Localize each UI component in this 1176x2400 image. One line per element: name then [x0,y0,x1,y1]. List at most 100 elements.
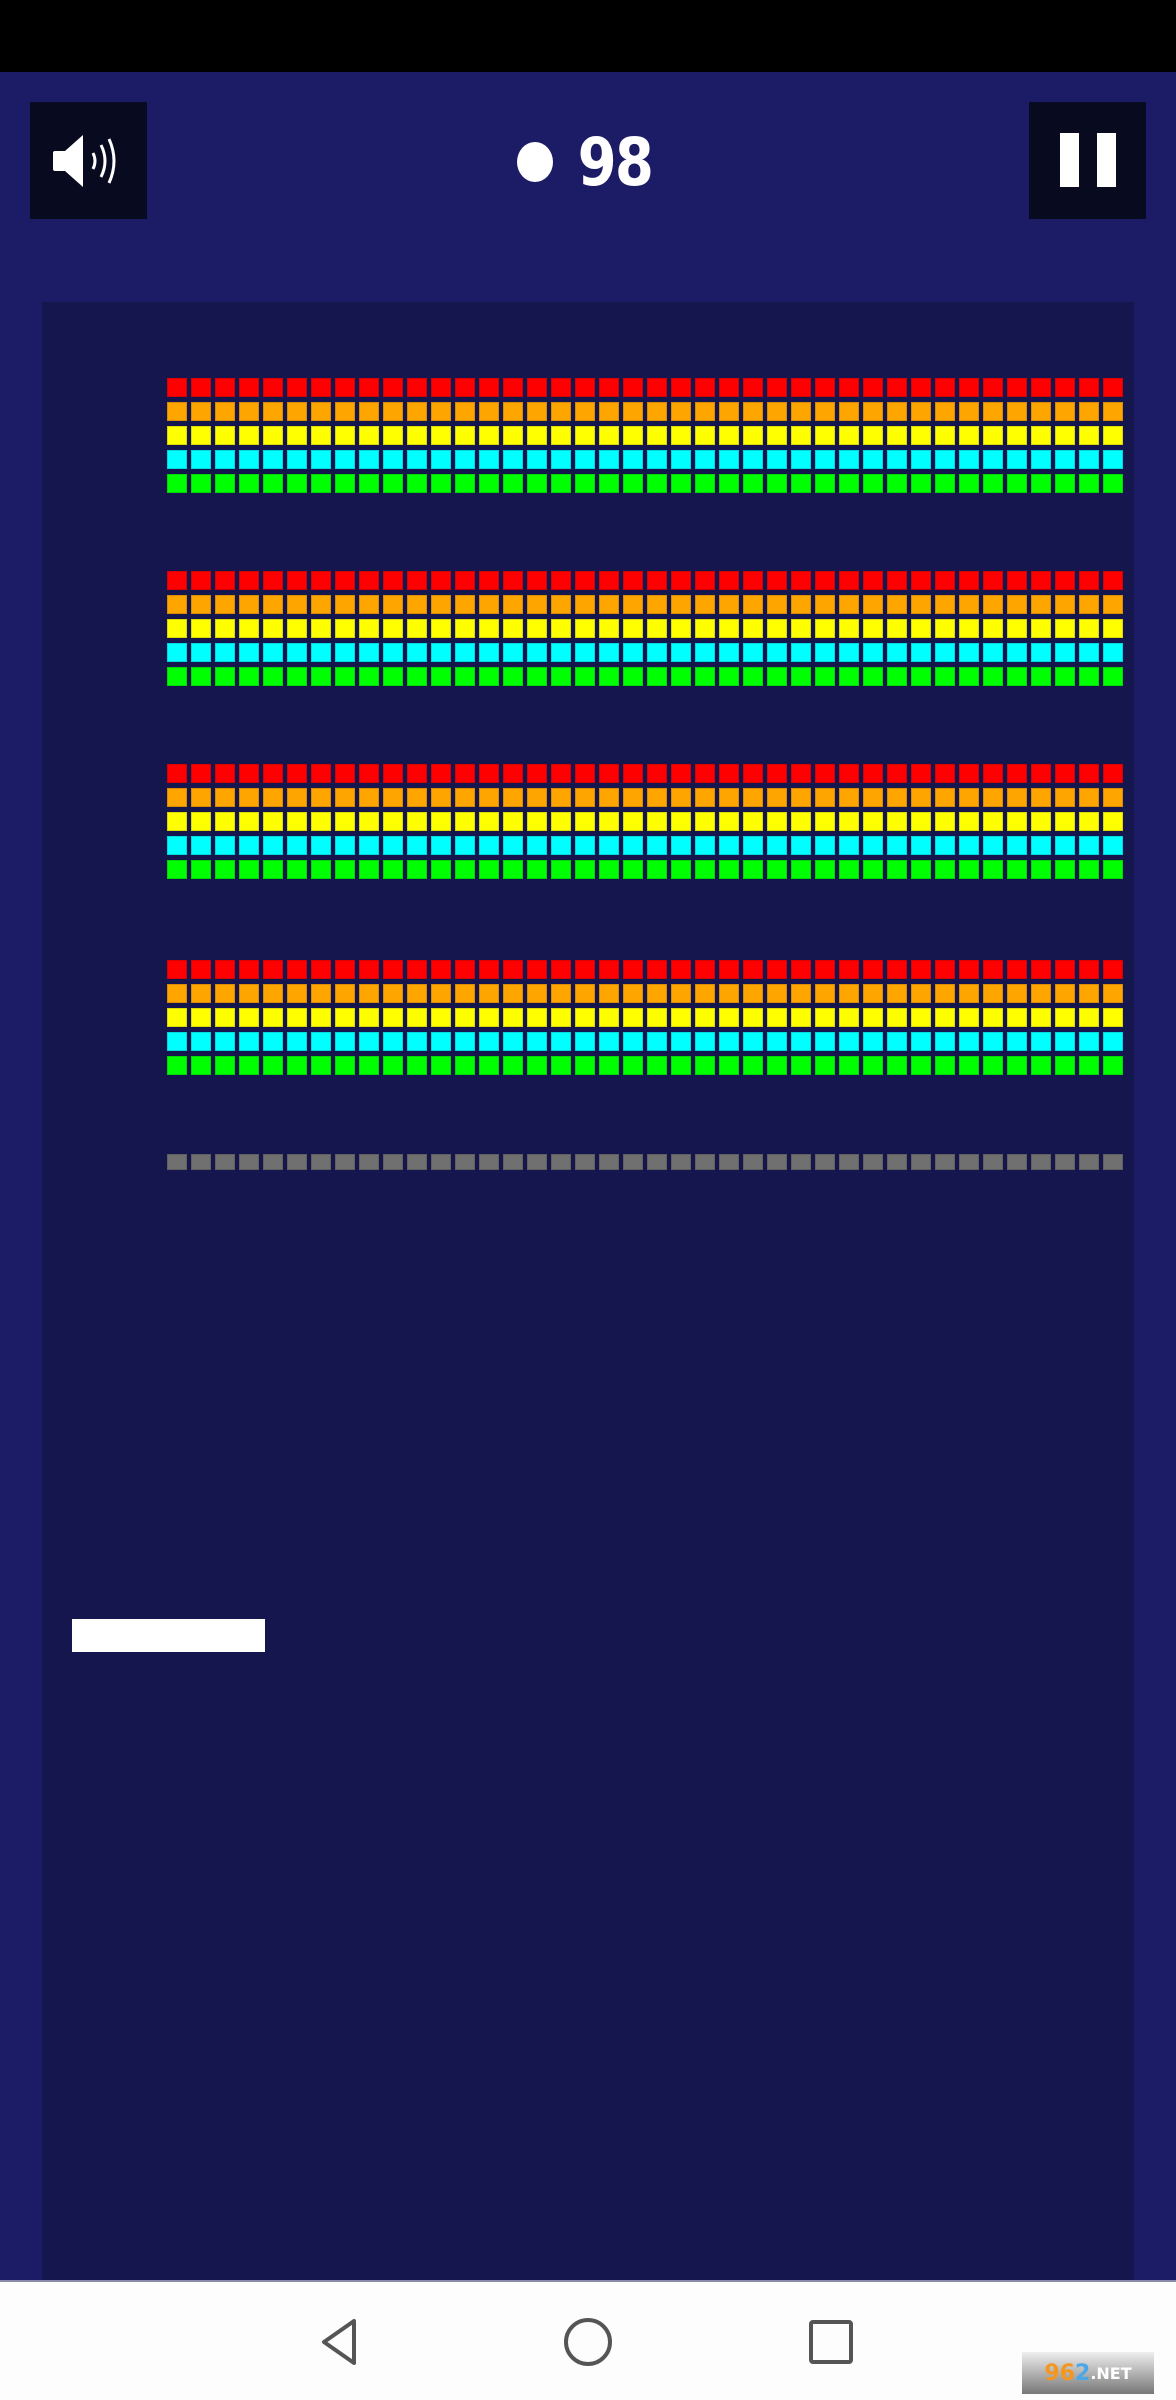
brick [1031,402,1051,421]
brick [1055,984,1075,1003]
brick [815,426,835,445]
brick [743,860,763,879]
brick [383,984,403,1003]
brick [215,984,235,1003]
brick [647,984,667,1003]
brick [1007,1008,1027,1027]
brick [911,426,931,445]
brick [671,571,691,590]
brick [719,426,739,445]
brick [1103,667,1123,686]
brick [359,595,379,614]
brick [1007,960,1027,979]
brick [959,378,979,397]
brick [527,764,547,783]
brick [455,836,475,855]
brick [695,764,715,783]
brick [959,1032,979,1051]
brick [575,426,595,445]
brick [215,450,235,469]
brick [695,1032,715,1051]
brick [287,1008,307,1027]
brick [1079,1008,1099,1027]
game-field[interactable] [42,302,1134,2280]
brick [647,378,667,397]
brick [743,836,763,855]
brick [1079,984,1099,1003]
brick [167,619,187,638]
brick [887,764,907,783]
brick [575,836,595,855]
brick [575,1008,595,1027]
brick [239,402,259,421]
brick [839,619,859,638]
brick [359,667,379,686]
brick [695,571,715,590]
brick [743,788,763,807]
brick [935,643,955,662]
brick [359,619,379,638]
brick [263,474,283,493]
brick [1103,619,1123,638]
pause-button[interactable] [1029,102,1146,219]
brick [431,984,451,1003]
home-button[interactable] [558,2312,618,2372]
brick [791,1032,811,1051]
brick [1007,571,1027,590]
brick [887,450,907,469]
brick [263,1008,283,1027]
brick [1055,667,1075,686]
brick [335,1056,355,1075]
brick [335,984,355,1003]
brick [743,450,763,469]
brick [623,643,643,662]
brick [815,643,835,662]
recents-button[interactable] [801,2312,861,2372]
brick [623,764,643,783]
brick [503,1032,523,1051]
brick [839,812,859,831]
brick [1103,788,1123,807]
brick [1055,643,1075,662]
paddle[interactable] [72,1619,265,1652]
brick [335,571,355,590]
brick [743,764,763,783]
brick [215,378,235,397]
brick [551,402,571,421]
brick [695,474,715,493]
brick [887,595,907,614]
brick [503,378,523,397]
brick [1103,764,1123,783]
brick [647,667,667,686]
brick [719,860,739,879]
brick [839,378,859,397]
brick [863,402,883,421]
brick [311,450,331,469]
brick [1031,595,1051,614]
brick [335,788,355,807]
brick [887,1008,907,1027]
brick [239,595,259,614]
brick [719,1056,739,1075]
brick [671,426,691,445]
brick [719,595,739,614]
brick [1103,960,1123,979]
back-button[interactable] [311,2312,371,2372]
brick [335,378,355,397]
brick [1079,960,1099,979]
brick [863,426,883,445]
brick [743,619,763,638]
brick [215,860,235,879]
brick [167,450,187,469]
brick [839,836,859,855]
brick [359,764,379,783]
brick [575,667,595,686]
brick [959,1008,979,1027]
brick [239,1008,259,1027]
sound-button[interactable] [30,102,147,219]
brick [959,595,979,614]
brick [311,426,331,445]
brick [791,643,811,662]
brick [215,788,235,807]
brick [167,571,187,590]
